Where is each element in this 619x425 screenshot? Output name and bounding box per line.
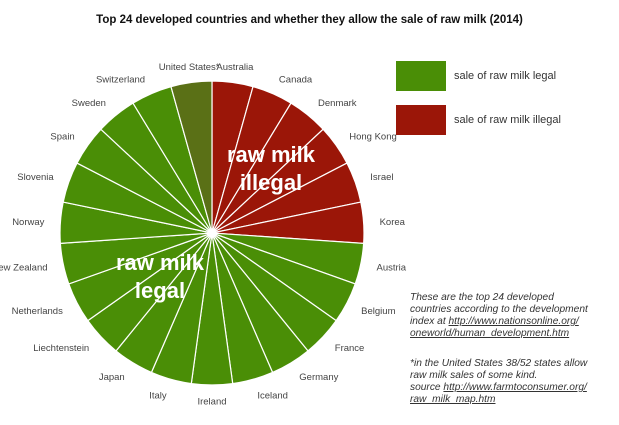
note-line: *in the United States 38/52 states allow: [410, 358, 588, 369]
slice-label-liechtenstein: Liechtenstein: [33, 343, 89, 354]
pie-slices: [59, 80, 365, 386]
source-link-cont[interactable]: oneworld/human_development.htm: [410, 328, 570, 339]
slice-label-slovenia: Slovenia: [17, 172, 54, 183]
annotation-legal-line-1: legal: [135, 278, 185, 303]
slice-labels: Australia Canada Denmark Hong Kong Israel Kor…: [0, 62, 407, 407]
slice-label-italy: Italy: [149, 390, 167, 401]
slice-label-australia: Australia: [216, 62, 254, 73]
legend-label-illegal: sale of raw milk illegal: [454, 114, 561, 126]
slice-label-united-states: United States*: [159, 62, 220, 73]
note-line: These are the top 24 developed: [410, 292, 554, 303]
slice-label-austria: Austria: [376, 263, 406, 274]
legend-label-legal: sale of raw milk legal: [454, 70, 557, 82]
legend-swatch-legal: [396, 61, 446, 91]
region-annotations: raw milk illegal raw milk legal: [116, 142, 316, 303]
slice-label-france: France: [335, 343, 365, 354]
slice-label-germany: Germany: [299, 372, 338, 383]
slice-label-korea: Korea: [380, 217, 406, 228]
legend-swatch-illegal: [396, 105, 446, 135]
footnote: *in the United States 38/52 states allow…: [410, 358, 615, 406]
slice-label-canada: Canada: [279, 74, 313, 85]
slice-label-netherlands: Netherlands: [12, 306, 63, 317]
slice-label-denmark: Denmark: [318, 98, 357, 109]
note-line: source http://www.farmtoconsumer.org/: [410, 382, 587, 393]
slice-label-japan: Japan: [99, 372, 125, 383]
chart-title: Top 24 developed countries and whether t…: [96, 14, 523, 26]
slice-label-iceland: Iceland: [257, 390, 288, 401]
slice-label-spain: Spain: [50, 132, 74, 143]
note-line: index at http://www.nationsonline.org/: [410, 316, 579, 327]
source-note: These are the top 24 developed countries…: [410, 292, 615, 340]
annotation-illegal-line-0: raw milk: [227, 142, 316, 167]
slice-label-belgium: Belgium: [361, 306, 395, 317]
source-link-cont[interactable]: raw_milk_map.htm: [410, 394, 496, 405]
slice-label-ireland: Ireland: [197, 397, 226, 408]
note-line: countries according to the development: [410, 304, 588, 315]
source-link[interactable]: http://www.farmtoconsumer.org/: [443, 382, 587, 393]
note-line: raw milk sales of some kind.: [410, 370, 538, 381]
slice-united-states: [170, 80, 213, 234]
annotation-illegal-line-1: illegal: [240, 170, 302, 195]
slice-label-new-zealand: New Zealand: [0, 263, 48, 274]
slice-label-switzerland: Switzerland: [96, 74, 145, 85]
slice-label-sweden: Sweden: [72, 98, 106, 109]
slice-label-norway: Norway: [12, 217, 44, 228]
slice-label-israel: Israel: [370, 172, 393, 183]
slice-label-hong-kong: Hong Kong: [349, 132, 397, 143]
source-link[interactable]: http://www.nationsonline.org/: [448, 316, 579, 327]
annotation-legal-line-0: raw milk: [116, 250, 205, 275]
